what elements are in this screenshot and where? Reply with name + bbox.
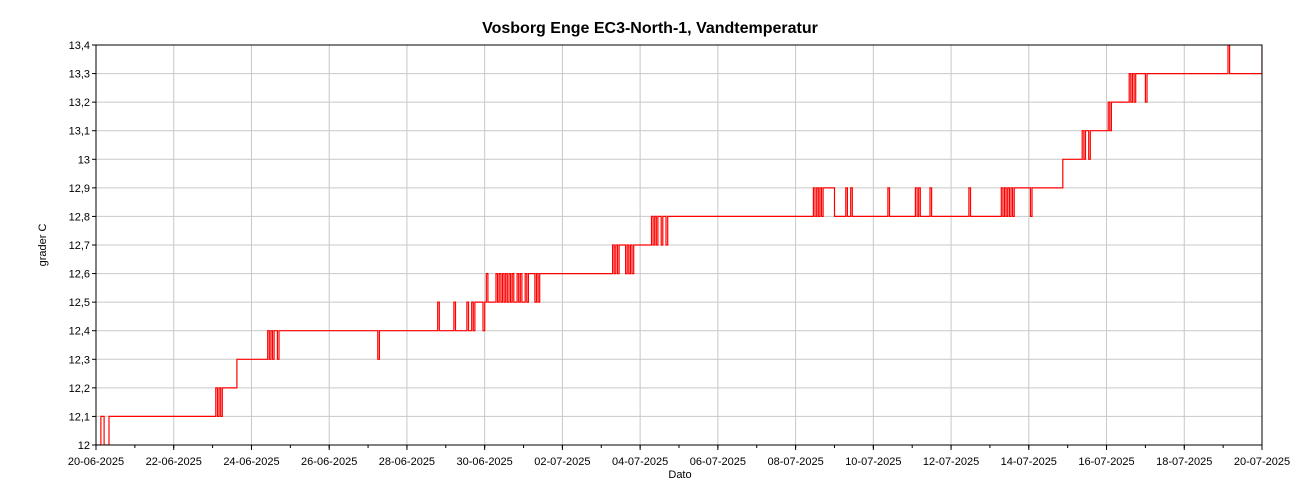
y-tick-label: 13,2 xyxy=(69,97,90,109)
x-tick-label: 26-06-2025 xyxy=(301,456,357,468)
y-tick-label: 12,1 xyxy=(69,411,90,423)
x-tick-label: 30-06-2025 xyxy=(457,456,513,468)
chart-title: Vosborg Enge EC3-North-1, Vandtemperatur xyxy=(482,20,818,37)
y-tick-label: 12,5 xyxy=(69,297,90,309)
y-tick-label: 12,8 xyxy=(69,211,90,223)
x-axis-label: Dato xyxy=(668,469,691,481)
x-tick-label: 18-07-2025 xyxy=(1156,456,1212,468)
y-tick-label: 13 xyxy=(78,154,90,166)
y-tick-label: 12,7 xyxy=(69,240,90,252)
x-tick-label: 22-06-2025 xyxy=(146,456,202,468)
x-axis: 20-06-2025 22-06-2025 24-06-2025 26-06-2025… xyxy=(68,445,1290,468)
x-tick-label: 08-07-2025 xyxy=(767,456,823,468)
y-tick-label: 12,6 xyxy=(69,269,90,281)
x-tick-label: 24-06-2025 xyxy=(223,456,279,468)
x-tick-label: 16-07-2025 xyxy=(1078,456,1134,468)
x-tick-label: 06-07-2025 xyxy=(690,456,746,468)
y-axis: 12 12,1 12,2 12,3 12,4 12,5 12,6 12,7 12,8 12,9 13… xyxy=(69,40,96,452)
x-tick-label: 20-07-2025 xyxy=(1234,456,1290,468)
x-tick-label: 04-07-2025 xyxy=(612,456,668,468)
y-tick-label: 12,9 xyxy=(69,183,90,195)
x-tick-label: 12-07-2025 xyxy=(923,456,979,468)
x-tick-label: 02-07-2025 xyxy=(534,456,590,468)
y-tick-label: 13,1 xyxy=(69,126,90,138)
y-tick-label: 12,3 xyxy=(69,354,90,366)
x-tick-label: 10-07-2025 xyxy=(845,456,901,468)
series-lines xyxy=(96,45,1262,445)
y-tick-label: 13,3 xyxy=(69,69,90,81)
y-tick-label: 12 xyxy=(78,440,90,452)
y-axis-label: grader C xyxy=(37,224,49,267)
x-tick-label: 20-06-2025 xyxy=(68,456,124,468)
series-line xyxy=(96,45,1262,445)
x-tick-label: 14-07-2025 xyxy=(1001,456,1057,468)
grid xyxy=(95,44,1263,446)
y-tick-label: 12,4 xyxy=(69,326,90,338)
y-tick-label: 12,2 xyxy=(69,383,90,395)
x-tick-label: 28-06-2025 xyxy=(379,456,435,468)
y-tick-label: 13,4 xyxy=(69,40,90,52)
